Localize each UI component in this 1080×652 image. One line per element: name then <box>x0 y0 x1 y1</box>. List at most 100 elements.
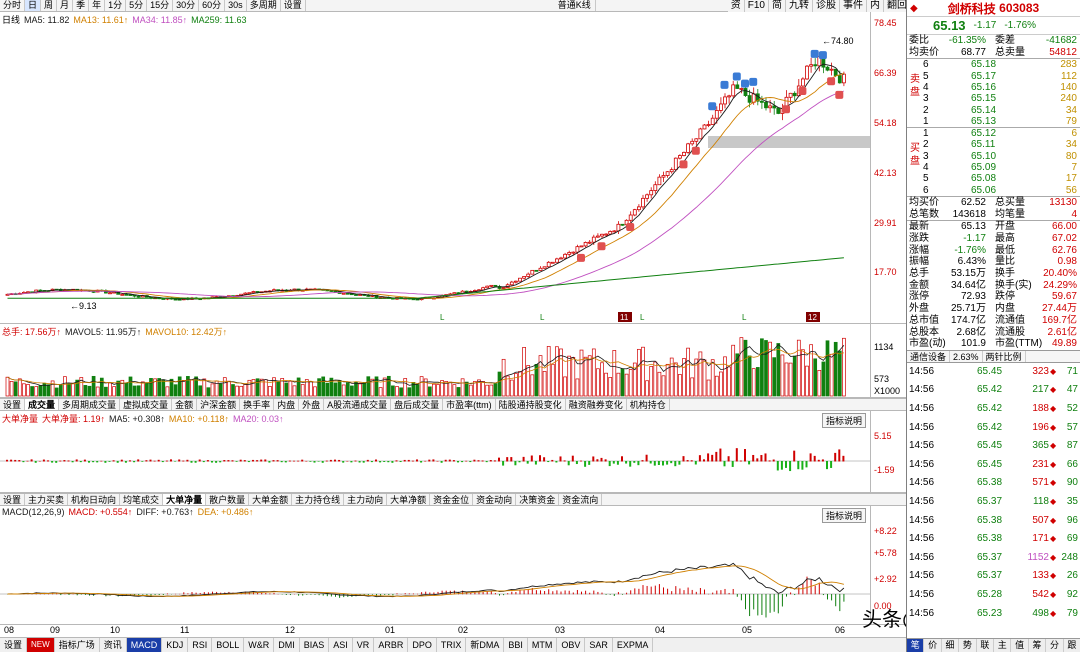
tool-2[interactable]: 简 <box>769 0 786 12</box>
indicator-tab[interactable]: 融资融券变化 <box>566 399 627 410</box>
period-11[interactable]: 30s <box>225 0 247 11</box>
period-13[interactable]: 设置 <box>281 0 306 11</box>
period-12[interactable]: 多周期 <box>247 0 281 11</box>
indicator-tab[interactable]: 成交量 <box>25 399 60 410</box>
indicator-tab[interactable]: 金额 <box>172 399 198 410</box>
sidebar-tab[interactable]: 筹 <box>1029 639 1047 652</box>
book-row[interactable]: 1 65.13 79 <box>907 116 1080 127</box>
period-4[interactable]: 季 <box>73 0 90 11</box>
tool-3[interactable]: 九转 <box>786 0 813 12</box>
book-row[interactable]: 5 65.08 17 <box>907 173 1080 184</box>
tool-6[interactable]: 内 <box>867 0 884 12</box>
indicator-tab[interactable]: 决策资金 <box>516 494 560 505</box>
indicator-tab[interactable]: 换手率 <box>240 399 275 410</box>
sidebar-tab[interactable]: 主 <box>994 639 1012 652</box>
indicator-7[interactable]: BOLL <box>212 638 245 652</box>
period-10[interactable]: 60分 <box>199 0 226 11</box>
indicator-18[interactable]: MTM <box>528 638 558 652</box>
period-6[interactable]: 1分 <box>105 0 127 11</box>
indicator-16[interactable]: 新DMA <box>466 638 505 652</box>
indicator-tab[interactable]: 散户数量 <box>206 494 250 505</box>
period-7[interactable]: 5分 <box>126 0 148 11</box>
indicator-2[interactable]: 指标广场 <box>55 638 100 652</box>
indicator-15[interactable]: TRIX <box>437 638 467 652</box>
indicator-0[interactable]: 设置 <box>0 638 28 652</box>
tool-5[interactable]: 事件 <box>840 0 867 12</box>
indicator-tab[interactable]: 主力动向 <box>344 494 388 505</box>
volume-panel[interactable]: 总手: 17.56万↑ MAVOL5: 11.95万↑ MAVOL10: 12.42… <box>0 324 906 398</box>
tool-1[interactable]: F10 <box>745 0 769 12</box>
indicator-tab[interactable]: 大单净额 <box>387 494 431 505</box>
indicator-14[interactable]: DPO <box>408 638 437 652</box>
macd-panel[interactable]: MACD(12,26,9) MACD: +0.554↑ DIFF: +0.763↑ D… <box>0 506 906 625</box>
indicator-tab[interactable]: 机构日动向 <box>68 494 121 505</box>
indicator-tab[interactable]: 均笔成交 <box>120 494 164 505</box>
indicator-tab[interactable]: 盘后成交量 <box>391 399 444 410</box>
book-row[interactable]: 2 65.14 34 <box>907 105 1080 116</box>
indicator-13[interactable]: ARBR <box>374 638 409 652</box>
indicator-tab[interactable]: 虚拟成交量 <box>120 399 173 410</box>
big-order-panel[interactable]: 大单净量 大单净量: 1.19↑ MA5: +0.308↑ MA10: +0.118↑… <box>0 411 906 493</box>
indicator-tab[interactable]: A股流通成交量 <box>324 399 392 410</box>
indicator-1[interactable]: NEW <box>27 638 55 652</box>
indicator-5[interactable]: KDJ <box>162 638 189 652</box>
indicator-tab[interactable]: 大单金额 <box>249 494 293 505</box>
period-8[interactable]: 15分 <box>147 0 174 11</box>
book-row[interactable]: 4 65.09 7 <box>907 162 1080 173</box>
indicator-tab[interactable]: 主力持仓线 <box>292 494 345 505</box>
sidebar-tab[interactable]: 值 <box>1011 639 1029 652</box>
sidebar-tab[interactable]: 跟 <box>1064 639 1080 652</box>
book-row[interactable]: 4 65.16 140 <box>907 82 1080 93</box>
volume-chart[interactable] <box>0 324 870 398</box>
period-0[interactable]: 分时 <box>0 0 26 11</box>
indicator-10[interactable]: BIAS <box>300 638 330 652</box>
indicator-tab[interactable]: 市盈率(ttm) <box>443 399 496 410</box>
indicator-tab[interactable]: 设置 <box>0 494 26 505</box>
kline-panel[interactable]: ←74.80 ←9.13 L L L L 11 12 日线 MA5: 11.82 MA13: 11… <box>0 12 906 324</box>
indicator-tab[interactable]: 设置 <box>0 399 26 410</box>
indicator-tab[interactable]: 主力买卖 <box>25 494 69 505</box>
big-order-chart[interactable] <box>0 411 870 493</box>
indicator-tab[interactable]: 机构持仓 <box>627 399 670 410</box>
indicator-19[interactable]: OBV <box>557 638 586 652</box>
indicator-tab[interactable]: 沪深金额 <box>197 399 241 410</box>
book-row[interactable]: 6 65.18 283 <box>907 59 1080 70</box>
indicator-6[interactable]: RSI <box>188 638 213 652</box>
indicator-tab[interactable]: 资金流向 <box>559 494 603 505</box>
sidebar-tab[interactable]: 价 <box>924 639 942 652</box>
tool-4[interactable]: 诊股 <box>813 0 840 12</box>
indicator-tab[interactable]: 内盘 <box>274 399 300 410</box>
indicator-9[interactable]: DMI <box>274 638 300 652</box>
tool-0[interactable]: 资 <box>728 0 745 12</box>
sidebar-tab[interactable]: 笔 <box>907 639 925 652</box>
book-row[interactable]: 5 65.17 112 <box>907 71 1080 82</box>
sidebar-tab[interactable]: 细 <box>942 639 960 652</box>
kline-chart[interactable]: ←74.80 ←9.13 L L L L 11 12 <box>0 12 870 324</box>
indicator-tab[interactable]: 资金动向 <box>473 494 517 505</box>
indicator-21[interactable]: EXPMA <box>613 638 654 652</box>
indicator-tab[interactable]: 资金金位 <box>430 494 474 505</box>
macd-help-button[interactable]: 指标说明 <box>821 508 866 523</box>
book-row[interactable]: 3 65.10 80 <box>907 151 1080 162</box>
indicator-8[interactable]: W&R <box>244 638 275 652</box>
book-row[interactable]: 2 65.11 34 <box>907 139 1080 150</box>
indicator-11[interactable]: ASI <box>329 638 353 652</box>
sidebar-tab[interactable]: 分 <box>1046 639 1064 652</box>
period-9[interactable]: 30分 <box>173 0 200 11</box>
indicator-17[interactable]: BBI <box>504 638 528 652</box>
period-5[interactable]: 年 <box>89 0 106 11</box>
sidebar-tab[interactable]: 势 <box>959 639 977 652</box>
macd-chart[interactable] <box>0 506 870 625</box>
indicator-tab[interactable]: 陆股通持股变化 <box>496 399 566 410</box>
book-row[interactable]: 6 65.06 56 <box>907 185 1080 196</box>
book-row[interactable]: 3 65.15 240 <box>907 93 1080 104</box>
indicator-help-button[interactable]: 指标说明 <box>821 413 866 428</box>
indicator-4[interactable]: MACD <box>126 638 163 652</box>
indicator-tab[interactable]: 大单净量 <box>163 494 207 505</box>
indicator-3[interactable]: 资讯 <box>100 638 127 652</box>
kline-type-select[interactable]: 普通K线 <box>554 0 596 11</box>
sidebar-tab[interactable]: 联 <box>977 639 995 652</box>
indicator-tab[interactable]: 外盘 <box>299 399 325 410</box>
ticks-head-item[interactable]: 两针比例 <box>983 350 1026 362</box>
book-row[interactable]: 1 65.12 6 <box>907 128 1080 139</box>
